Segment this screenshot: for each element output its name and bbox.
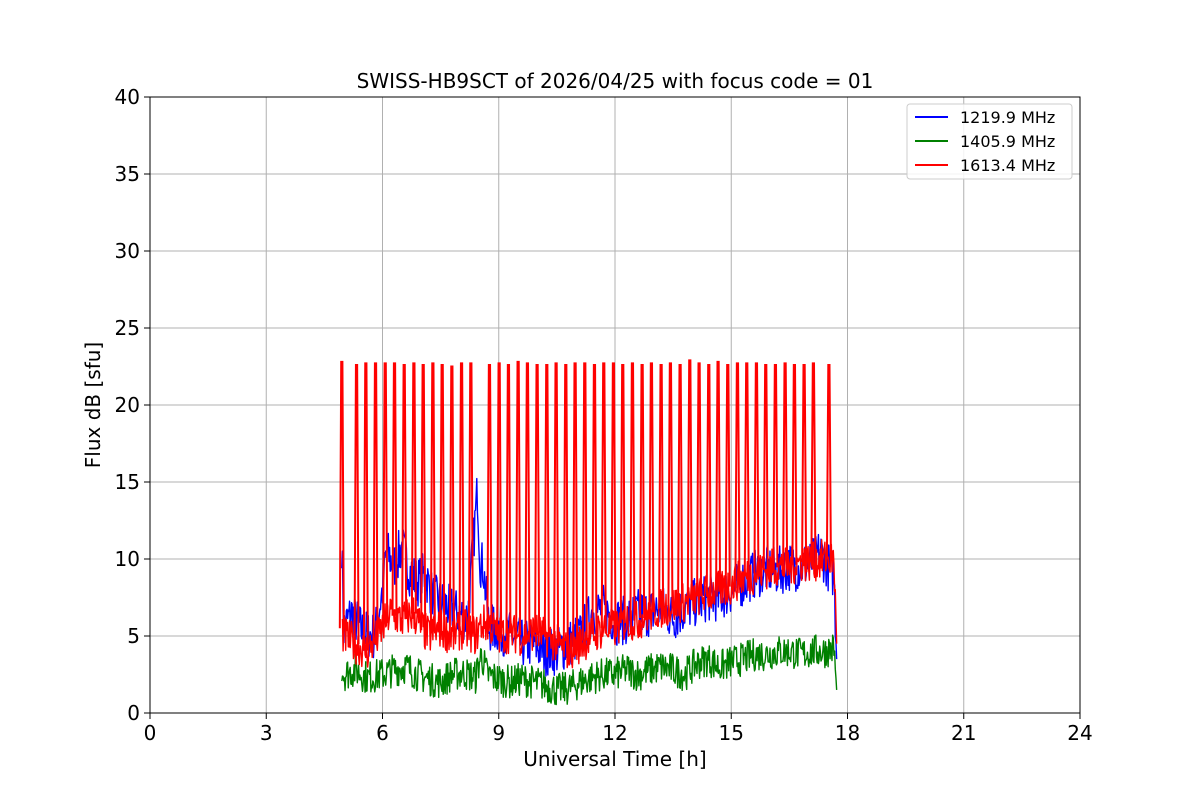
- chart-title: SWISS-HB9SCT of 2026/04/25 with focus co…: [357, 69, 874, 93]
- spike-1613: [686, 359, 693, 601]
- y-axis-label: Flux dB [sfu]: [81, 342, 105, 468]
- spike-1613: [762, 363, 769, 570]
- plot-area: [149, 96, 1081, 714]
- spike-1613: [677, 363, 684, 604]
- spike-1613: [458, 362, 465, 630]
- spike-1613: [382, 362, 389, 623]
- y-tick-label: 35: [115, 162, 140, 186]
- x-tick-label: 3: [260, 721, 273, 745]
- spike-1613: [553, 362, 560, 644]
- spike-1613: [610, 362, 617, 629]
- x-tick-label: 0: [144, 721, 157, 745]
- spike-1613: [658, 363, 665, 609]
- x-tick-label: 9: [492, 721, 505, 745]
- spike-1613: [496, 362, 503, 636]
- spike-1613: [543, 363, 550, 638]
- spike-1613: [372, 362, 379, 641]
- spike-1613: [338, 360, 345, 629]
- spike-1613: [562, 363, 569, 650]
- spike-1613: [505, 363, 512, 634]
- x-tick-label: 21: [951, 721, 976, 745]
- y-tick-label: 0: [127, 701, 140, 725]
- spike-1613: [467, 362, 474, 633]
- x-tick-label: 12: [602, 721, 627, 745]
- spike-1613: [401, 363, 408, 620]
- spike-1613: [734, 362, 741, 582]
- spike-1613: [791, 363, 798, 565]
- spike-1613: [600, 362, 607, 629]
- spike-1613: [648, 362, 655, 613]
- spike-1613: [705, 363, 712, 593]
- spike-1613: [524, 362, 531, 634]
- spike-1613: [353, 363, 360, 645]
- spike-1613: [619, 363, 626, 624]
- spike-1613: [429, 362, 436, 634]
- spike-1613: [448, 365, 455, 636]
- spike-1613: [801, 363, 808, 563]
- x-tick-label: 15: [719, 721, 744, 745]
- spike-1613: [724, 363, 731, 587]
- y-tick-label: 5: [127, 624, 140, 648]
- x-axis-label: Universal Time [h]: [523, 747, 706, 771]
- x-tick-label: 18: [835, 721, 860, 745]
- spike-1613: [629, 362, 636, 621]
- y-tick-label: 20: [115, 393, 140, 417]
- series-line-1405: [341, 634, 838, 706]
- spike-1613: [639, 363, 646, 619]
- spike-1613: [515, 360, 522, 635]
- spike-1613: [743, 362, 750, 577]
- series-layer: [338, 359, 838, 706]
- spike-1613: [581, 362, 588, 641]
- legend-label-1219: 1219.9 MHz: [960, 108, 1055, 127]
- y-tick-label: 10: [115, 547, 140, 571]
- spike-1613: [667, 362, 674, 606]
- spike-1613: [486, 363, 493, 625]
- legend-label-1613: 1613.4 MHz: [960, 156, 1055, 175]
- legend: 1219.9 MHz 1405.9 MHz 1613.4 MHz: [906, 103, 1073, 180]
- spike-1613: [362, 362, 369, 651]
- spike-1613: [772, 363, 779, 568]
- spike-1613: [782, 362, 789, 567]
- y-tick-label: 30: [115, 239, 140, 263]
- spike-1613: [696, 362, 703, 597]
- legend-box: [906, 103, 1073, 180]
- spike-1613: [439, 363, 446, 630]
- spike-1613: [572, 362, 579, 648]
- spike-1613: [420, 363, 427, 631]
- spike-1613: [715, 360, 722, 591]
- legend-label-1405: 1405.9 MHz: [960, 132, 1055, 151]
- y-tick-label: 15: [115, 470, 140, 494]
- spike-1613: [591, 363, 598, 635]
- series-line-1613: [341, 539, 838, 669]
- spike-1613: [810, 362, 817, 562]
- spike-1613: [391, 362, 398, 616]
- spike-1613: [534, 363, 541, 633]
- y-tick-label: 25: [115, 316, 140, 340]
- y-tick-label: 40: [115, 85, 140, 109]
- y-axis-ticks: 0 5 10 15 20 25 30 35 40: [115, 85, 150, 725]
- x-tick-label: 24: [1067, 721, 1092, 745]
- spike-1613: [410, 362, 417, 614]
- x-tick-label: 6: [376, 721, 389, 745]
- spike-1613: [825, 363, 832, 560]
- x-axis-ticks: 0 3 6 9 12 15 18 21 24: [144, 713, 1093, 745]
- spike-1613: [753, 362, 760, 574]
